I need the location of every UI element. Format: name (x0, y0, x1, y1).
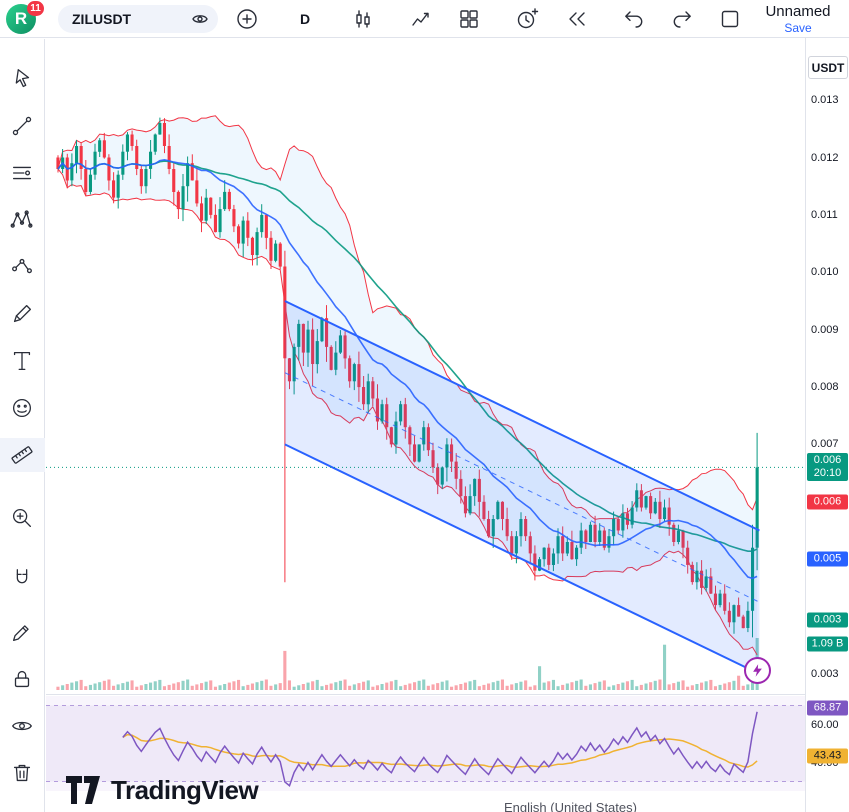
interval-label: D (299, 11, 311, 27)
forecast-tool[interactable] (0, 250, 45, 284)
rsi-chart-canvas[interactable] (46, 696, 805, 791)
rsi-axis-label: 60.00 (811, 718, 839, 731)
layout-grid-button[interactable] (454, 5, 484, 33)
currency-unit-button[interactable]: USDT (808, 56, 848, 79)
lock-drawings-tool[interactable] (0, 662, 45, 696)
ma-badge: 0.005 (807, 551, 848, 567)
emoji-tool[interactable] (0, 391, 45, 425)
alert-clock-plus-icon (517, 8, 539, 29)
price-chart-canvas[interactable] (46, 38, 805, 694)
price-axis[interactable]: USDT 0.013 0.012 0.011 0.010 0.009 0.008 0.007… (805, 38, 849, 812)
symbol-search-button[interactable]: ZILUSDT (58, 5, 218, 33)
price-axis-label: 0.013 (811, 94, 839, 107)
pencil-icon (12, 625, 29, 642)
interval-button[interactable]: D (290, 5, 320, 33)
undo-icon (625, 11, 643, 28)
emoji-icon (12, 398, 32, 418)
cursor-icon (15, 69, 30, 88)
undo-button[interactable] (619, 5, 649, 33)
trend-line-tool[interactable] (0, 109, 45, 143)
indicators-button[interactable] (406, 5, 436, 33)
parallel-lines-icon (12, 166, 32, 180)
language-selector[interactable]: English (United States) (504, 800, 637, 812)
avatar-letter: R (14, 9, 28, 28)
brush-icon (13, 304, 32, 323)
forecast-icon (12, 258, 32, 274)
trash-icon (13, 764, 31, 782)
replay-rewind-icon (569, 12, 585, 26)
tradingview-logo[interactable]: TradingView (66, 775, 259, 806)
remove-drawings-tool[interactable] (0, 756, 45, 790)
zoom-in-icon (12, 508, 32, 528)
hide-drawings-tool[interactable] (0, 709, 45, 743)
symbol-eye-icon (192, 15, 208, 23)
xabcd-pattern-tool[interactable] (0, 203, 45, 237)
top-toolbar: R 11 ZILUSDT D (0, 0, 849, 38)
trend-line-icon (12, 116, 32, 136)
candles-icon (356, 10, 370, 28)
save-layout-control[interactable]: Unnamed Save (757, 3, 839, 35)
brand-name: TradingView (111, 775, 259, 805)
compare-add-button[interactable] (232, 5, 262, 33)
text-tool[interactable] (0, 344, 45, 378)
volume-badge: 1.09 B (807, 636, 848, 652)
create-alert-button[interactable] (512, 5, 542, 33)
layout-square-icon (721, 10, 739, 28)
rsi-value-badge: 43.43 (807, 748, 848, 764)
indicators-icon (412, 12, 429, 26)
layout-title: Unnamed (765, 3, 831, 20)
redo-button[interactable] (667, 5, 697, 33)
cursor-tool[interactable] (0, 62, 45, 96)
price-axis-label: 0.010 (811, 266, 839, 279)
price-axis-label: 0.011 (811, 208, 838, 221)
lock-icon (14, 670, 30, 688)
parallel-lines-tool[interactable] (0, 156, 45, 190)
xabcd-pattern-icon (10, 210, 33, 228)
price-axis-label: 0.009 (811, 323, 839, 336)
slow-ma-badge: 0.003 (807, 612, 848, 627)
notification-badge[interactable]: 11 (27, 1, 44, 16)
eye-icon (12, 721, 32, 731)
brush-tool[interactable] (0, 297, 45, 331)
plus-circle-icon (237, 9, 257, 29)
bar-replay-button[interactable] (562, 5, 592, 33)
select-layout-button[interactable] (715, 5, 745, 33)
rsi-value-badge: 68.87 (807, 700, 848, 716)
last-price-badge: 0.006 20:10 (807, 453, 848, 482)
zoom-in-tool[interactable] (0, 501, 45, 535)
price-axis-label: 0.007 (811, 438, 839, 451)
lightning-icon (753, 664, 762, 677)
magnet-tool[interactable] (0, 562, 45, 596)
magnet-icon (16, 569, 28, 584)
tradingview-mark-icon (66, 775, 100, 804)
edit-drawings-tool[interactable] (0, 615, 45, 649)
symbol-name: ZILUSDT (72, 11, 132, 27)
grid-icon (460, 10, 478, 28)
upper-band-badge: 0.006 (807, 494, 848, 510)
redo-icon (673, 11, 691, 28)
price-axis-label: 0.003 (811, 668, 839, 680)
text-icon (13, 351, 31, 371)
ruler-tool[interactable] (0, 438, 45, 472)
drawing-toolbar (0, 39, 45, 812)
save-link[interactable]: Save (784, 21, 812, 35)
price-axis-label: 0.012 (811, 151, 839, 164)
quick-trade-fab[interactable] (744, 657, 771, 684)
price-axis-label: 0.008 (811, 381, 839, 393)
ruler-icon (11, 446, 33, 464)
chart-style-button[interactable] (348, 5, 378, 33)
pane-divider[interactable] (46, 694, 805, 695)
